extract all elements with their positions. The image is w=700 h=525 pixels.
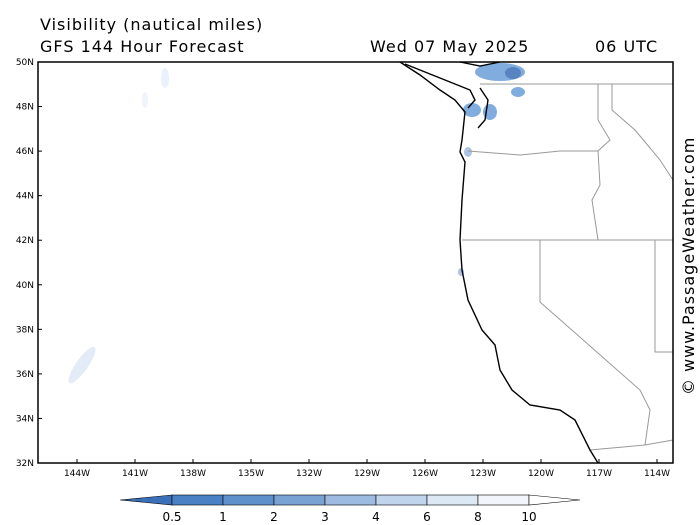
colorbar-segment — [273, 494, 326, 506]
lat-label: 34N — [16, 414, 34, 424]
lat-label: 48N — [16, 103, 34, 113]
lon-label: 120W — [528, 469, 554, 479]
lat-label: 38N — [16, 325, 34, 335]
lat-label: 42N — [16, 236, 34, 246]
lat-label: 50N — [16, 58, 34, 68]
lat-label: 36N — [16, 370, 34, 380]
lat-label: 40N — [16, 281, 34, 291]
lon-label: 129W — [354, 469, 380, 479]
lon-label: 123W — [470, 469, 496, 479]
map-frame — [37, 61, 674, 464]
lat-label: 44N — [16, 192, 34, 202]
colorbar-label: 6 — [423, 510, 431, 524]
title: Visibility (nautical miles) — [40, 15, 263, 34]
colorbar-label: 8 — [474, 510, 482, 524]
lon-label: 144W — [64, 469, 90, 479]
lat-label: 32N — [16, 459, 34, 469]
subtitle: GFS 144 Hour Forecast — [40, 37, 245, 56]
colorbar-label: 1 — [219, 510, 227, 524]
colorbar-segment — [375, 494, 428, 506]
colorbar-segment — [477, 494, 530, 506]
lon-label: 117W — [586, 469, 612, 479]
lon-label: 141W — [122, 469, 148, 479]
map-frame-bg — [38, 62, 673, 463]
colorbar-label: 0.5 — [162, 510, 181, 524]
lon-label: 114W — [644, 469, 670, 479]
coastline — [399, 61, 599, 464]
colorbar-segment — [324, 494, 377, 506]
lon-label: 126W — [412, 469, 438, 479]
colorbar-arrow-left — [119, 494, 173, 506]
colorbar-arrow-right — [528, 494, 581, 506]
borders — [462, 83, 674, 451]
colorbar-label: 10 — [521, 510, 536, 524]
colorbar-segment — [222, 494, 275, 506]
colorbar-label: 3 — [321, 510, 329, 524]
colorbar-segment — [426, 494, 479, 506]
watermark: © www.PassageWeather.com — [679, 137, 698, 395]
lat-label: 46N — [16, 147, 34, 157]
time: 06 UTC — [595, 37, 658, 56]
colorbar-segment — [171, 494, 224, 506]
colorbar-label: 2 — [270, 510, 278, 524]
lon-label: 135W — [238, 469, 264, 479]
lon-label: 138W — [180, 469, 206, 479]
colorbar-label: 4 — [372, 510, 380, 524]
lon-label: 132W — [296, 469, 322, 479]
date: Wed 07 May 2025 — [370, 37, 529, 56]
map — [37, 61, 674, 464]
